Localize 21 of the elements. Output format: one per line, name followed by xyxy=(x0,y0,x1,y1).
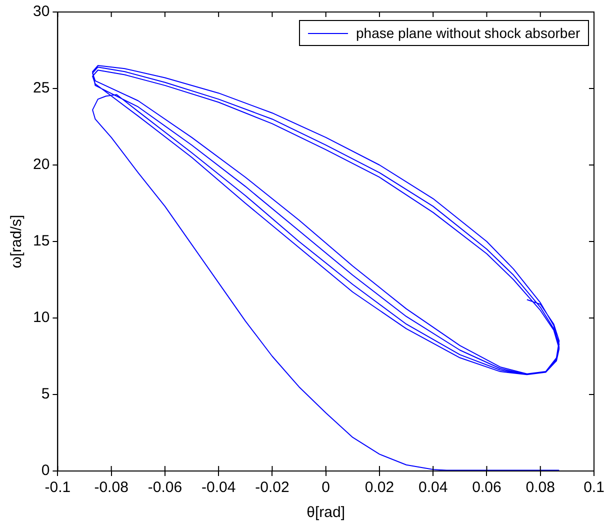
y-tick-label: 20 xyxy=(32,156,50,174)
y-tick-label: 10 xyxy=(32,309,50,326)
x-tick-label: -0.02 xyxy=(255,479,290,496)
x-axis-title: θ[rad] xyxy=(306,504,346,522)
legend-label: phase plane without shock absorber xyxy=(356,25,580,41)
x-tick-label: -0.08 xyxy=(94,479,128,496)
y-tick-label: 5 xyxy=(41,386,50,403)
x-tick-label: 0.02 xyxy=(364,479,394,496)
x-tick-label: 0.04 xyxy=(418,479,448,496)
x-tick-label: 0.06 xyxy=(472,479,502,496)
x-tick-label: -0.04 xyxy=(201,479,236,496)
y-tick-label: 30 xyxy=(32,3,50,20)
x-tick-label: 0.08 xyxy=(526,479,555,496)
y-tick-label: 25 xyxy=(32,80,50,97)
y-tick-label: 0 xyxy=(41,462,50,480)
y-tick-label: 15 xyxy=(32,232,50,250)
x-tick-label: 0.1 xyxy=(584,479,604,496)
x-tick-label: 0 xyxy=(322,479,330,496)
x-tick-label: -0.1 xyxy=(44,479,71,496)
x-tick-label: -0.06 xyxy=(148,479,182,496)
y-axis-title: ω[rad/s] xyxy=(8,214,26,268)
